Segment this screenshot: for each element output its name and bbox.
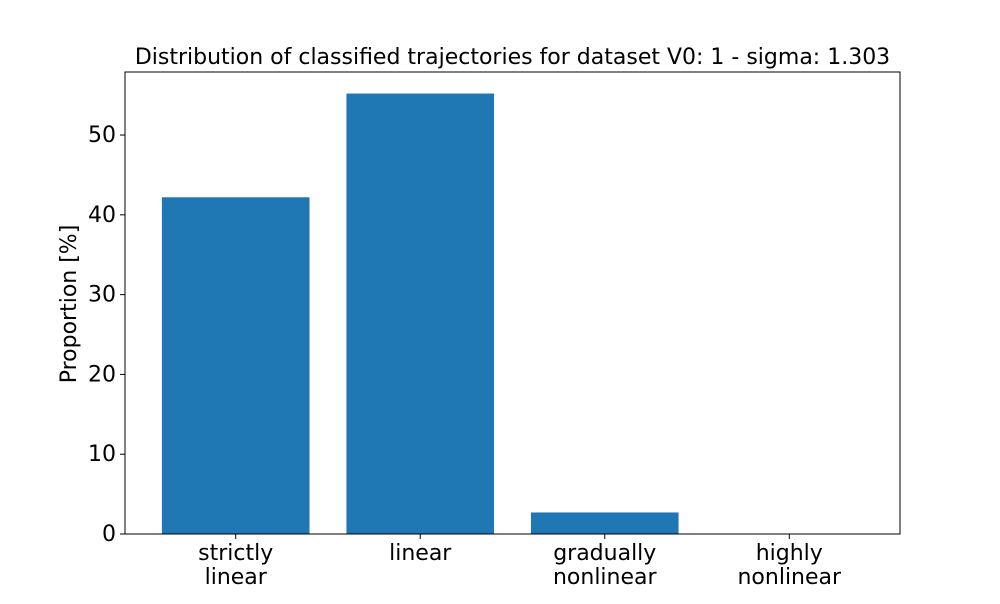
plot-frame — [124, 71, 901, 535]
x-tick-label-line: linear — [389, 541, 452, 566]
y-tick-label: 20 — [88, 362, 116, 387]
x-tick-label-line: gradually — [553, 541, 656, 566]
y-axis-label: Proportion [%] — [57, 225, 82, 384]
bar — [161, 197, 310, 535]
y-axis: 0 10 20 30 40 50 — [88, 123, 125, 547]
x-tick-label-line: strictly — [198, 541, 273, 566]
bar — [530, 512, 679, 534]
x-tick-label: gradually nonlinear — [553, 541, 658, 590]
bars-layer — [161, 93, 679, 535]
x-tick-label: highly nonlinear — [737, 541, 842, 590]
x-tick-label: strictly linear — [198, 541, 273, 590]
x-tick-label-line: highly — [756, 541, 823, 566]
y-tick-label: 0 — [102, 522, 116, 547]
y-tick-label: 30 — [88, 283, 116, 308]
bar — [346, 93, 495, 535]
x-tick-label-line: nonlinear — [737, 565, 842, 590]
y-tick-label: 50 — [88, 123, 116, 148]
y-tick-label: 40 — [88, 203, 116, 228]
chart-title: Distribution of classified trajectories … — [135, 45, 890, 70]
x-tick-label-line: nonlinear — [553, 565, 658, 590]
x-tick-label: linear — [389, 541, 452, 566]
y-tick-label: 10 — [88, 442, 116, 467]
x-tick-label-line: linear — [205, 565, 268, 590]
